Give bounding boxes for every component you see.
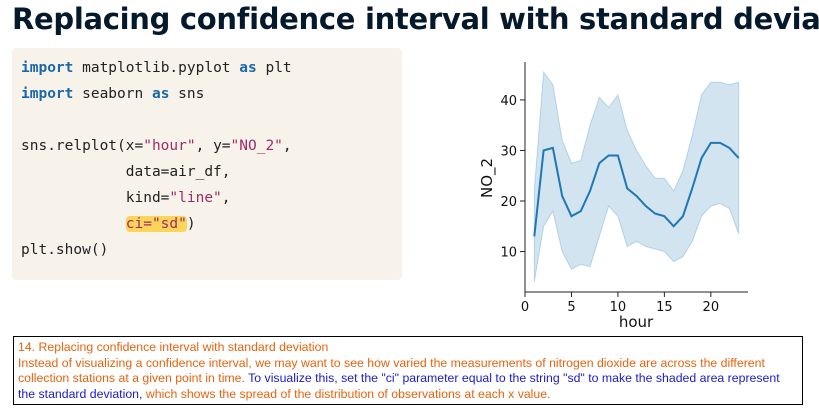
- x-tick-label: 15: [656, 300, 673, 315]
- sd-band: [533, 70, 740, 282]
- code-block: import matplotlib.pyplot as plt import se…: [12, 48, 402, 280]
- code-token: import: [21, 60, 74, 76]
- code-token: as: [151, 86, 170, 102]
- code-token: sns: [169, 86, 205, 102]
- x-tick-label: 20: [703, 300, 720, 315]
- code-token: import: [21, 86, 74, 102]
- slide-title: Replacing confidence interval with stand…: [12, 2, 819, 36]
- caption-text: which shows the spread of the distributi…: [145, 386, 551, 401]
- code-token: plt: [256, 60, 292, 76]
- code-token: , y=: [195, 138, 231, 154]
- caption-box: 14. Replacing confidence interval with s…: [13, 336, 803, 405]
- code-token: ): [186, 216, 196, 232]
- caption-body: Instead of visualizing a confidence inte…: [18, 356, 796, 403]
- code-line: kind="line",: [21, 190, 231, 206]
- code-line: import seaborn as sns: [21, 86, 204, 102]
- y-tick-label: 40: [500, 94, 517, 109]
- code-line: plt.show(): [21, 242, 108, 258]
- code-token: "line": [169, 190, 222, 206]
- y-tick-label: 10: [500, 246, 517, 261]
- code-token: data=air_df,: [21, 164, 231, 180]
- code-line: data=air_df,: [21, 164, 231, 180]
- y-axis-label: NO_2: [478, 158, 497, 198]
- code-token: seaborn: [73, 86, 152, 102]
- code-line: sns.relplot(x="hour", y="NO_2",: [21, 138, 292, 154]
- code-token: plt.show(): [21, 242, 109, 258]
- x-tick-label: 10: [610, 300, 627, 315]
- code-token: "NO_2": [230, 138, 283, 154]
- code-token: ,: [221, 190, 231, 206]
- x-tick-label: 0: [521, 300, 529, 315]
- code-line: ci="sd"): [21, 216, 196, 232]
- y-tick-label: 30: [500, 144, 517, 159]
- x-axis-label: hour: [619, 313, 654, 331]
- line: [533, 141, 740, 237]
- code-line: import matplotlib.pyplot as plt: [21, 60, 292, 76]
- code-token: ci="sd": [125, 216, 187, 232]
- caption-text: Instead of visualizing a confidence inte…: [18, 355, 765, 386]
- code-token: sns.relplot(x=: [21, 138, 144, 154]
- code-token: kind=: [21, 190, 170, 206]
- x-tick-label: 5: [567, 300, 575, 315]
- code-token: matplotlib.pyplot: [73, 60, 240, 76]
- chart: hour NO_2 10 20 30 40 0 5 10 15 20: [478, 62, 748, 331]
- code-token: "hour": [143, 138, 196, 154]
- caption-text: To visualize this, set the "ci" paramete…: [18, 371, 780, 401]
- y-tick-label: 20: [500, 195, 517, 210]
- code-token: as: [239, 60, 257, 76]
- caption-heading: 14. Replacing confidence interval with s…: [18, 340, 329, 354]
- code-token: ,: [282, 138, 292, 154]
